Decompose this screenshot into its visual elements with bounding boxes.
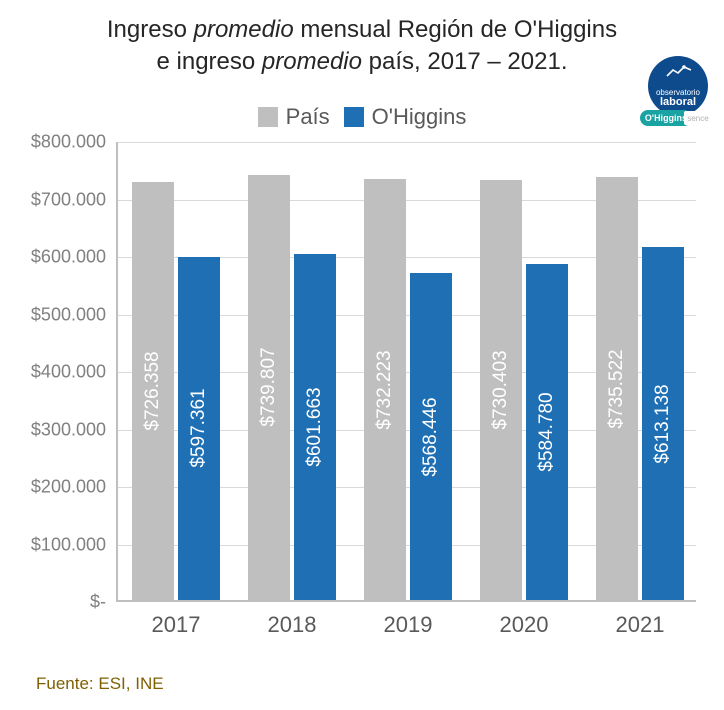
y-tick-label: $- [16, 592, 106, 613]
y-tick-label: $100.000 [16, 534, 106, 555]
plot-area: $- $100.000$200.000$300.000$400.000$500.… [116, 142, 696, 602]
title-line1-a: Ingreso [107, 16, 194, 43]
legend-item-pais: País [258, 104, 330, 130]
x-tick-label: 2019 [350, 600, 466, 638]
bar-value-label: $730.403 [490, 350, 512, 429]
bar-value-label: $601.663 [304, 387, 326, 466]
y-tick-label: $800.000 [16, 132, 106, 153]
title-line2-em: promedio [262, 48, 362, 75]
x-tick-label: 2017 [118, 600, 234, 638]
legend: País O'Higgins [20, 104, 704, 130]
bar-group: $730.403$584.7802020 [466, 142, 582, 600]
bar-value-label: $739.807 [258, 348, 280, 427]
bar-value-label: $726.358 [142, 352, 164, 431]
x-tick-label: 2021 [582, 600, 698, 638]
bar-value-label: $732.223 [374, 350, 396, 429]
x-tick-label: 2020 [466, 600, 582, 638]
bar-pais: $732.223 [364, 179, 406, 600]
legend-swatch-ohiggins [344, 107, 364, 127]
bar-pais: $739.807 [248, 175, 290, 600]
y-tick-label: $400.000 [16, 362, 106, 383]
y-tick-label: $500.000 [16, 304, 106, 325]
y-tick-label: $200.000 [16, 477, 106, 498]
bar-ohiggins: $568.446 [410, 273, 452, 600]
bar-ohiggins: $601.663 [294, 254, 336, 600]
title-line2-b: país, 2017 – 2021. [362, 48, 568, 75]
bar-value-label: $613.138 [652, 384, 674, 463]
legend-label-pais: País [286, 104, 330, 130]
legend-label-ohiggins: O'Higgins [372, 104, 467, 130]
chart: País O'Higgins $- $100.000$200.000$300.0… [20, 92, 704, 652]
y-tick-label: $700.000 [16, 189, 106, 210]
bar-pais: $730.403 [480, 180, 522, 600]
chart-line-icon [666, 64, 692, 78]
bar-ohiggins: $597.361 [178, 257, 220, 600]
title-line2-a: e ingreso [157, 48, 262, 75]
y-tick-label: $300.000 [16, 419, 106, 440]
bar-value-label: $597.361 [188, 389, 210, 468]
bar-group: $739.807$601.6632018 [234, 142, 350, 600]
x-tick-label: 2018 [234, 600, 350, 638]
title-line1-em: promedio [194, 16, 301, 43]
bar-ohiggins: $613.138 [642, 247, 684, 600]
bar-value-label: $568.446 [420, 397, 442, 476]
legend-item-ohiggins: O'Higgins [344, 104, 467, 130]
title-line1-b: mensual Región de O'Higgins [300, 16, 617, 43]
bar-group: $735.522$613.1382021 [582, 142, 698, 600]
y-tick-label: $600.000 [16, 247, 106, 268]
legend-swatch-pais [258, 107, 278, 127]
bar-group: $726.358$597.3612017 [118, 142, 234, 600]
bar-value-label: $735.522 [606, 349, 628, 428]
chart-title: Ingreso promedio mensual Región de O'Hig… [0, 0, 724, 83]
bar-pais: $726.358 [132, 182, 174, 600]
bar-value-label: $584.780 [536, 392, 558, 471]
source-text: Fuente: ESI, INE [36, 674, 164, 694]
bar-group: $732.223$568.4462019 [350, 142, 466, 600]
bar-pais: $735.522 [596, 177, 638, 600]
bar-ohiggins: $584.780 [526, 264, 568, 600]
